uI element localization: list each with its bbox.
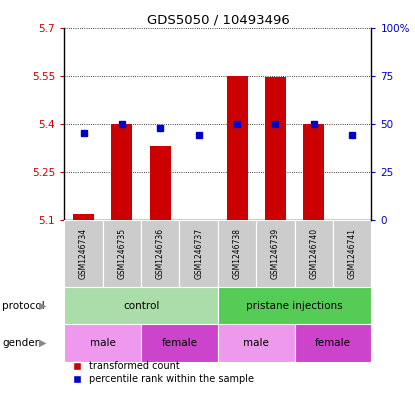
Bar xyxy=(64,287,218,324)
Text: GSM1246737: GSM1246737 xyxy=(194,228,203,279)
Bar xyxy=(218,324,295,362)
Title: GDS5050 / 10493496: GDS5050 / 10493496 xyxy=(146,13,289,26)
Bar xyxy=(73,214,94,220)
Text: GSM1246741: GSM1246741 xyxy=(348,228,357,279)
Bar xyxy=(150,146,171,220)
Bar xyxy=(218,220,256,287)
Text: pristane injections: pristane injections xyxy=(247,301,343,310)
Bar xyxy=(180,220,218,287)
Text: control: control xyxy=(123,301,159,310)
Bar xyxy=(103,220,141,287)
Text: male: male xyxy=(90,338,116,348)
Text: ▶: ▶ xyxy=(39,338,47,348)
Text: GSM1246738: GSM1246738 xyxy=(232,228,242,279)
Text: female: female xyxy=(161,338,198,348)
Bar xyxy=(295,324,371,362)
Bar xyxy=(295,220,333,287)
Text: protocol: protocol xyxy=(2,301,45,310)
Legend: transformed count, percentile rank within the sample: transformed count, percentile rank withi… xyxy=(69,358,258,388)
Text: GSM1246734: GSM1246734 xyxy=(79,228,88,279)
Bar xyxy=(256,220,295,287)
Bar xyxy=(64,220,103,287)
Bar xyxy=(141,220,180,287)
Bar xyxy=(333,220,371,287)
Bar xyxy=(141,324,218,362)
Text: gender: gender xyxy=(2,338,39,348)
Bar xyxy=(227,75,248,220)
Bar xyxy=(218,287,371,324)
Bar xyxy=(265,77,286,220)
Bar xyxy=(303,124,325,220)
Text: GSM1246735: GSM1246735 xyxy=(117,228,127,279)
Text: female: female xyxy=(315,338,351,348)
Text: GSM1246740: GSM1246740 xyxy=(309,228,318,279)
Bar xyxy=(111,124,132,220)
Text: male: male xyxy=(243,338,269,348)
Text: GSM1246739: GSM1246739 xyxy=(271,228,280,279)
Text: ▶: ▶ xyxy=(39,301,47,310)
Text: GSM1246736: GSM1246736 xyxy=(156,228,165,279)
Bar xyxy=(64,324,141,362)
